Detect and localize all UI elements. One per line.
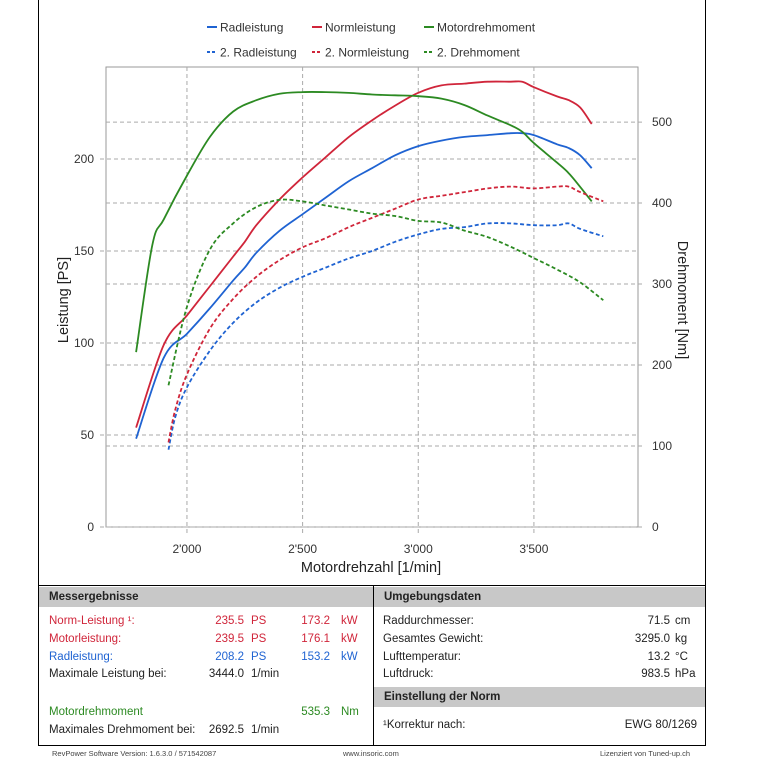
result-unit: 1/min xyxy=(251,668,280,680)
legend-label: Motordrehmoment xyxy=(437,21,536,35)
y-left-tick-label: 0 xyxy=(87,520,94,534)
env-value: 983.5 xyxy=(641,668,670,680)
result-value-2: 153.2 xyxy=(301,651,330,663)
panel-divider xyxy=(373,585,374,745)
result-label: Motorleistung: xyxy=(49,633,122,645)
norm-label: ¹Korrektur nach: xyxy=(383,719,466,731)
footer-website: www.insoric.com xyxy=(343,749,399,758)
y-left-tick-label: 200 xyxy=(74,152,94,166)
series-line-2-normleistung xyxy=(167,185,604,443)
result-label: Maximale Leistung bei: xyxy=(49,668,167,680)
legend-label: 2. Drehmoment xyxy=(437,46,520,60)
result-label: Norm-Leistung ¹: xyxy=(49,615,135,627)
env-label: Lufttemperatur: xyxy=(383,651,461,663)
norm-value: EWG 80/1269 xyxy=(624,719,697,731)
x-tick-label: 3'000 xyxy=(404,542,433,556)
report-frame xyxy=(38,0,706,746)
env-label: Luftdruck: xyxy=(383,668,434,680)
result-value-2 xyxy=(290,721,330,739)
env-unit: hPa xyxy=(675,668,696,680)
result-value xyxy=(190,703,244,721)
result-value: 235.5 xyxy=(215,615,244,627)
result-unit: PS xyxy=(251,633,267,645)
series-line-motordrehmoment xyxy=(135,91,593,353)
result-label: Radleistung: xyxy=(49,651,113,663)
y-right-tick-label: 400 xyxy=(652,196,672,210)
result-value: 3444.0 xyxy=(208,668,244,680)
y-right-tick-label: 0 xyxy=(652,520,659,534)
environment-header: Umgebungsdaten xyxy=(374,587,705,607)
dyno-chart: 2'000 2'500 3'000 3'500 0 50 100 150 200 0 100 200 3… xyxy=(56,21,690,577)
legend-label: Radleistung xyxy=(220,21,283,35)
env-value: 71.5 xyxy=(647,615,670,627)
x-tick-label: 2'000 xyxy=(172,542,201,556)
plot-area xyxy=(105,66,639,528)
y-right-tick-label: 100 xyxy=(652,439,672,453)
result-unit: PS xyxy=(251,615,267,627)
result-unit-2: kW xyxy=(341,633,358,645)
series-line-2-radleistung xyxy=(167,222,604,450)
series-line-radleistung xyxy=(135,132,593,439)
y-right-tick-label: 500 xyxy=(652,115,672,129)
norm-header: Einstellung der Norm xyxy=(374,687,705,707)
result-label: Motordrehmoment xyxy=(49,706,143,718)
env-unit: °C xyxy=(675,651,688,663)
series-line-2-drehmoment xyxy=(167,198,604,386)
legend-label: Normleistung xyxy=(325,21,396,35)
x-axis-title: Motordrehzahl [1/min] xyxy=(301,560,441,576)
result-unit-2: Nm xyxy=(341,706,359,718)
y-left-tick-label: 150 xyxy=(74,244,94,258)
result-unit-2: kW xyxy=(341,651,358,663)
result-value-2 xyxy=(290,665,330,683)
y-left-tick-label: 50 xyxy=(81,428,95,442)
result-label: Maximales Drehmoment bei: xyxy=(49,724,196,736)
footer-version: RevPower Software Version: 1.6.3.0 / 571… xyxy=(52,749,217,758)
legend-label: 2. Normleistung xyxy=(325,46,409,60)
env-value: 3295.0 xyxy=(634,633,670,645)
result-unit: 1/min xyxy=(251,724,280,736)
x-tick-label: 3'500 xyxy=(519,542,548,556)
y-left-tick-label: 100 xyxy=(74,336,94,350)
env-value: 13.2 xyxy=(647,651,670,663)
results-header: Messergebnisse xyxy=(39,587,373,607)
result-unit: PS xyxy=(251,651,267,663)
result-value-2: 176.1 xyxy=(301,633,330,645)
result-unit-2: kW xyxy=(341,615,358,627)
y-right-tick-label: 200 xyxy=(652,358,672,372)
result-value: 239.5 xyxy=(215,633,244,645)
result-value-2: 535.3 xyxy=(301,706,330,718)
env-unit: cm xyxy=(675,615,691,627)
env-unit: kg xyxy=(675,633,688,645)
env-label: Gesamtes Gewicht: xyxy=(383,633,484,645)
env-label: Raddurchmesser: xyxy=(383,615,474,627)
panel-top-line xyxy=(38,585,706,586)
series-line-normleistung xyxy=(135,80,593,428)
legend-label: 2. Radleistung xyxy=(220,46,297,60)
y-right-tick-label: 300 xyxy=(652,277,672,291)
result-value-2: 173.2 xyxy=(301,615,330,627)
x-tick-label: 2'500 xyxy=(288,542,317,556)
result-value: 2692.5 xyxy=(208,724,244,736)
footer-license: Lizenziert von Tuned-up.ch xyxy=(600,749,691,758)
y-right-axis-title: Drehmoment [Nm] xyxy=(674,241,690,359)
y-left-axis-title: Leistung [PS] xyxy=(56,257,72,343)
result-value: 208.2 xyxy=(215,651,244,663)
